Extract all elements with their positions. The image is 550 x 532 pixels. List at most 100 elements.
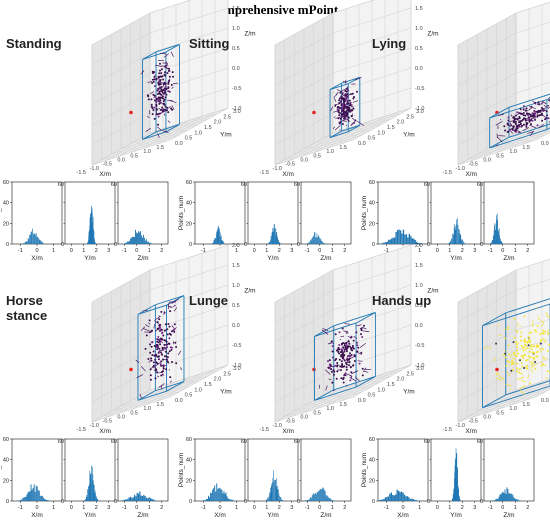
cloud-stroke: [340, 87, 348, 93]
box-edge: [489, 129, 548, 149]
cloud-point: [538, 114, 541, 117]
grid-line: [496, 383, 550, 401]
hist-bar: [282, 500, 284, 501]
box-edge: [333, 312, 376, 327]
hist-bar: [322, 242, 324, 244]
histogram-z: 60 0 -1 0 1 2 Z/m: [477, 181, 535, 262]
hist-bar: [267, 498, 268, 501]
y-tick-label: 60: [294, 439, 300, 445]
grid-line: [323, 370, 402, 396]
cloud-stroke: [173, 307, 178, 312]
cloud-point: [533, 352, 536, 354]
hist-bar: [216, 483, 218, 501]
hist-bar: [34, 491, 36, 501]
hist-bar: [21, 499, 23, 501]
cloud-stroke: [340, 335, 345, 338]
cloud-point: [516, 345, 519, 348]
hist-bar: [221, 240, 223, 244]
hist-bar: [124, 243, 126, 244]
cloud-point: [160, 96, 163, 99]
hist-bar: [510, 494, 512, 501]
hist-bar: [412, 499, 415, 501]
z-tick-label: 0.5: [232, 46, 240, 52]
cloud-point: [512, 341, 515, 344]
cloud-point: [152, 109, 155, 112]
box-edge: [137, 390, 167, 401]
cloud-point: [338, 331, 341, 334]
hist-bar: [464, 243, 466, 244]
hist-bar: [272, 231, 273, 244]
hist-bar: [144, 240, 146, 244]
hist-bar: [399, 230, 402, 244]
cloud-point: [164, 323, 167, 326]
hist-bar: [392, 237, 394, 244]
x-tick-label: -1: [18, 248, 23, 254]
x-tick-label: -1: [122, 248, 127, 254]
hist-bar: [398, 229, 400, 244]
cloud-stroke: [148, 322, 151, 325]
cloud-stroke: [351, 104, 353, 108]
box-edge: [166, 295, 185, 306]
hist-bar: [87, 489, 88, 501]
cloud-stroke: [333, 116, 336, 118]
hist-bar: [386, 496, 388, 501]
hist-bar: [217, 228, 218, 244]
box-edge: [348, 124, 361, 133]
cloud-point: [330, 340, 333, 343]
cloud-point: [530, 123, 532, 126]
cloud-stroke: [345, 339, 349, 345]
hist-bar: [122, 500, 124, 501]
y-tick-label: 60: [3, 437, 9, 443]
hist-bar: [391, 238, 393, 244]
cloud-stroke: [348, 374, 353, 377]
x-tick-label: 0: [70, 505, 73, 511]
cloud-point: [163, 87, 166, 90]
hist-bar: [127, 498, 129, 501]
hist-bar: [385, 242, 387, 244]
cloud-point: [335, 349, 338, 352]
cloud-point: [166, 328, 169, 331]
x-tick-label: -0.5: [103, 162, 112, 168]
cloud-point: [334, 104, 337, 107]
cloud-point: [167, 323, 170, 325]
hist-bar: [38, 239, 40, 244]
hist-bar: [281, 499, 283, 501]
hist-bar: [147, 241, 149, 244]
cloud-point: [525, 359, 528, 362]
cloud-point: [162, 334, 165, 337]
cloud-point: [331, 350, 334, 353]
point-cloud: [140, 51, 178, 138]
cloud-stroke: [514, 112, 522, 117]
hist-bar: [47, 500, 48, 501]
panel-horse-stance: Horsestance-1.5-1.0-0.50.00.51.01.50.00.…: [0, 243, 256, 519]
cloud-point: [516, 349, 519, 352]
y-tick-label: 0.5: [185, 393, 193, 399]
panel-label: Lying: [372, 36, 406, 51]
cloud-point: [534, 115, 536, 118]
cloud-point: [350, 371, 353, 374]
cloud-point: [355, 331, 358, 334]
cloud-stroke: [330, 341, 334, 344]
cloud-stroke: [542, 101, 544, 103]
hist-bar: [138, 231, 139, 244]
cloud-point: [518, 368, 521, 371]
x-tick-label: 1: [418, 505, 421, 511]
cloud-point: [529, 113, 532, 116]
cloud-point: [168, 75, 171, 78]
hist-bar: [86, 496, 88, 501]
cloud-stroke: [361, 326, 367, 330]
cloud-point: [531, 351, 534, 354]
cloud-point: [331, 381, 334, 384]
cloud-point: [353, 354, 356, 357]
hist-bar: [498, 230, 500, 244]
cloud-point: [339, 365, 342, 368]
cloud-stroke: [328, 378, 332, 381]
cloud-stroke: [337, 111, 339, 113]
cloud-point: [168, 325, 171, 328]
y-tick-label: 1.0: [377, 387, 385, 393]
hist-bar: [151, 243, 153, 244]
hist-bar: [272, 231, 274, 244]
box-edge: [329, 83, 349, 90]
